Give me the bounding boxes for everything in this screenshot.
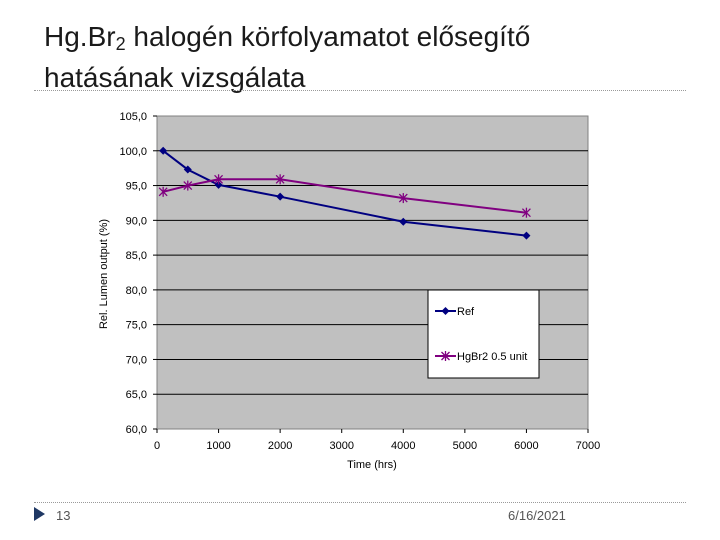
y-tick-label: 90,0 (126, 215, 147, 227)
plot-area (156, 115, 589, 430)
x-tick-label: 0 (154, 440, 160, 452)
x-tick-label: 2000 (268, 440, 292, 452)
y-axis-label: Rel. Lumen output (%) (98, 219, 110, 329)
x-tick-label: 1000 (206, 440, 230, 452)
axis-ticks: 60,0 65,0 70,0 75,0 80,0 85,0 90,0 95,0 100,0 105… (119, 111, 600, 452)
chart-legend: Ref HgBr2 0.5 unit (427, 289, 540, 379)
x-tick-label: 6000 (514, 440, 538, 452)
title-text-rest: halogén körfolyamatot elősegítő (125, 21, 531, 52)
data-point-hgbr2 (214, 174, 224, 185)
y-tick-label: 85,0 (126, 250, 147, 262)
footer-triangle-icon (34, 507, 45, 521)
y-tick-label: 105,0 (119, 111, 147, 123)
data-point-ref (276, 192, 285, 201)
x-tick-label: 4000 (391, 440, 415, 452)
legend-marker-hgbr2 (441, 351, 450, 361)
slide-date: 6/16/2021 (508, 508, 566, 523)
data-point-hgbr2 (521, 207, 531, 218)
data-point-hgbr2 (398, 193, 408, 204)
y-tick-label: 100,0 (119, 146, 147, 158)
data-point-hgbr2 (158, 186, 168, 197)
data-point-hgbr2 (183, 180, 193, 191)
y-tick-label: 95,0 (126, 181, 147, 193)
x-tick-label: 7000 (576, 440, 600, 452)
data-point-hgbr2 (275, 174, 285, 185)
series-line-hgbr2 (162, 178, 527, 214)
legend-label-hgbr2: HgBr2 0.5 unit (457, 351, 527, 363)
y-tick-label: 70,0 (126, 354, 147, 366)
slide-title: Hg.Br2 halogén körfolyamatot elősegítő h… (44, 20, 684, 95)
x-tick-label: 5000 (453, 440, 477, 452)
legend-label-ref: Ref (457, 306, 475, 318)
data-point-ref (214, 180, 223, 189)
data-point-ref (183, 165, 192, 174)
y-tick-label: 80,0 (126, 285, 147, 297)
data-point-ref (399, 217, 408, 226)
y-tick-label: 75,0 (126, 320, 147, 332)
x-tick-label: 3000 (329, 440, 353, 452)
footer-divider (34, 502, 686, 503)
data-point-ref (159, 146, 168, 155)
series-lines (158, 146, 531, 240)
y-tick-label: 60,0 (126, 424, 147, 436)
legend-box (427, 289, 540, 379)
data-point-ref (522, 231, 531, 240)
x-axis-label: Time (hrs) (347, 459, 397, 471)
title-text-main: Hg.Br (44, 21, 116, 52)
title-subscript: 2 (115, 34, 126, 54)
title-line-2: hatásának vizsgálata (44, 62, 306, 93)
page-number: 13 (56, 508, 71, 523)
y-tick-label: 65,0 (126, 389, 147, 401)
title-divider (34, 90, 686, 91)
legend-marker-ref (441, 307, 450, 315)
series-line-ref (162, 150, 527, 237)
